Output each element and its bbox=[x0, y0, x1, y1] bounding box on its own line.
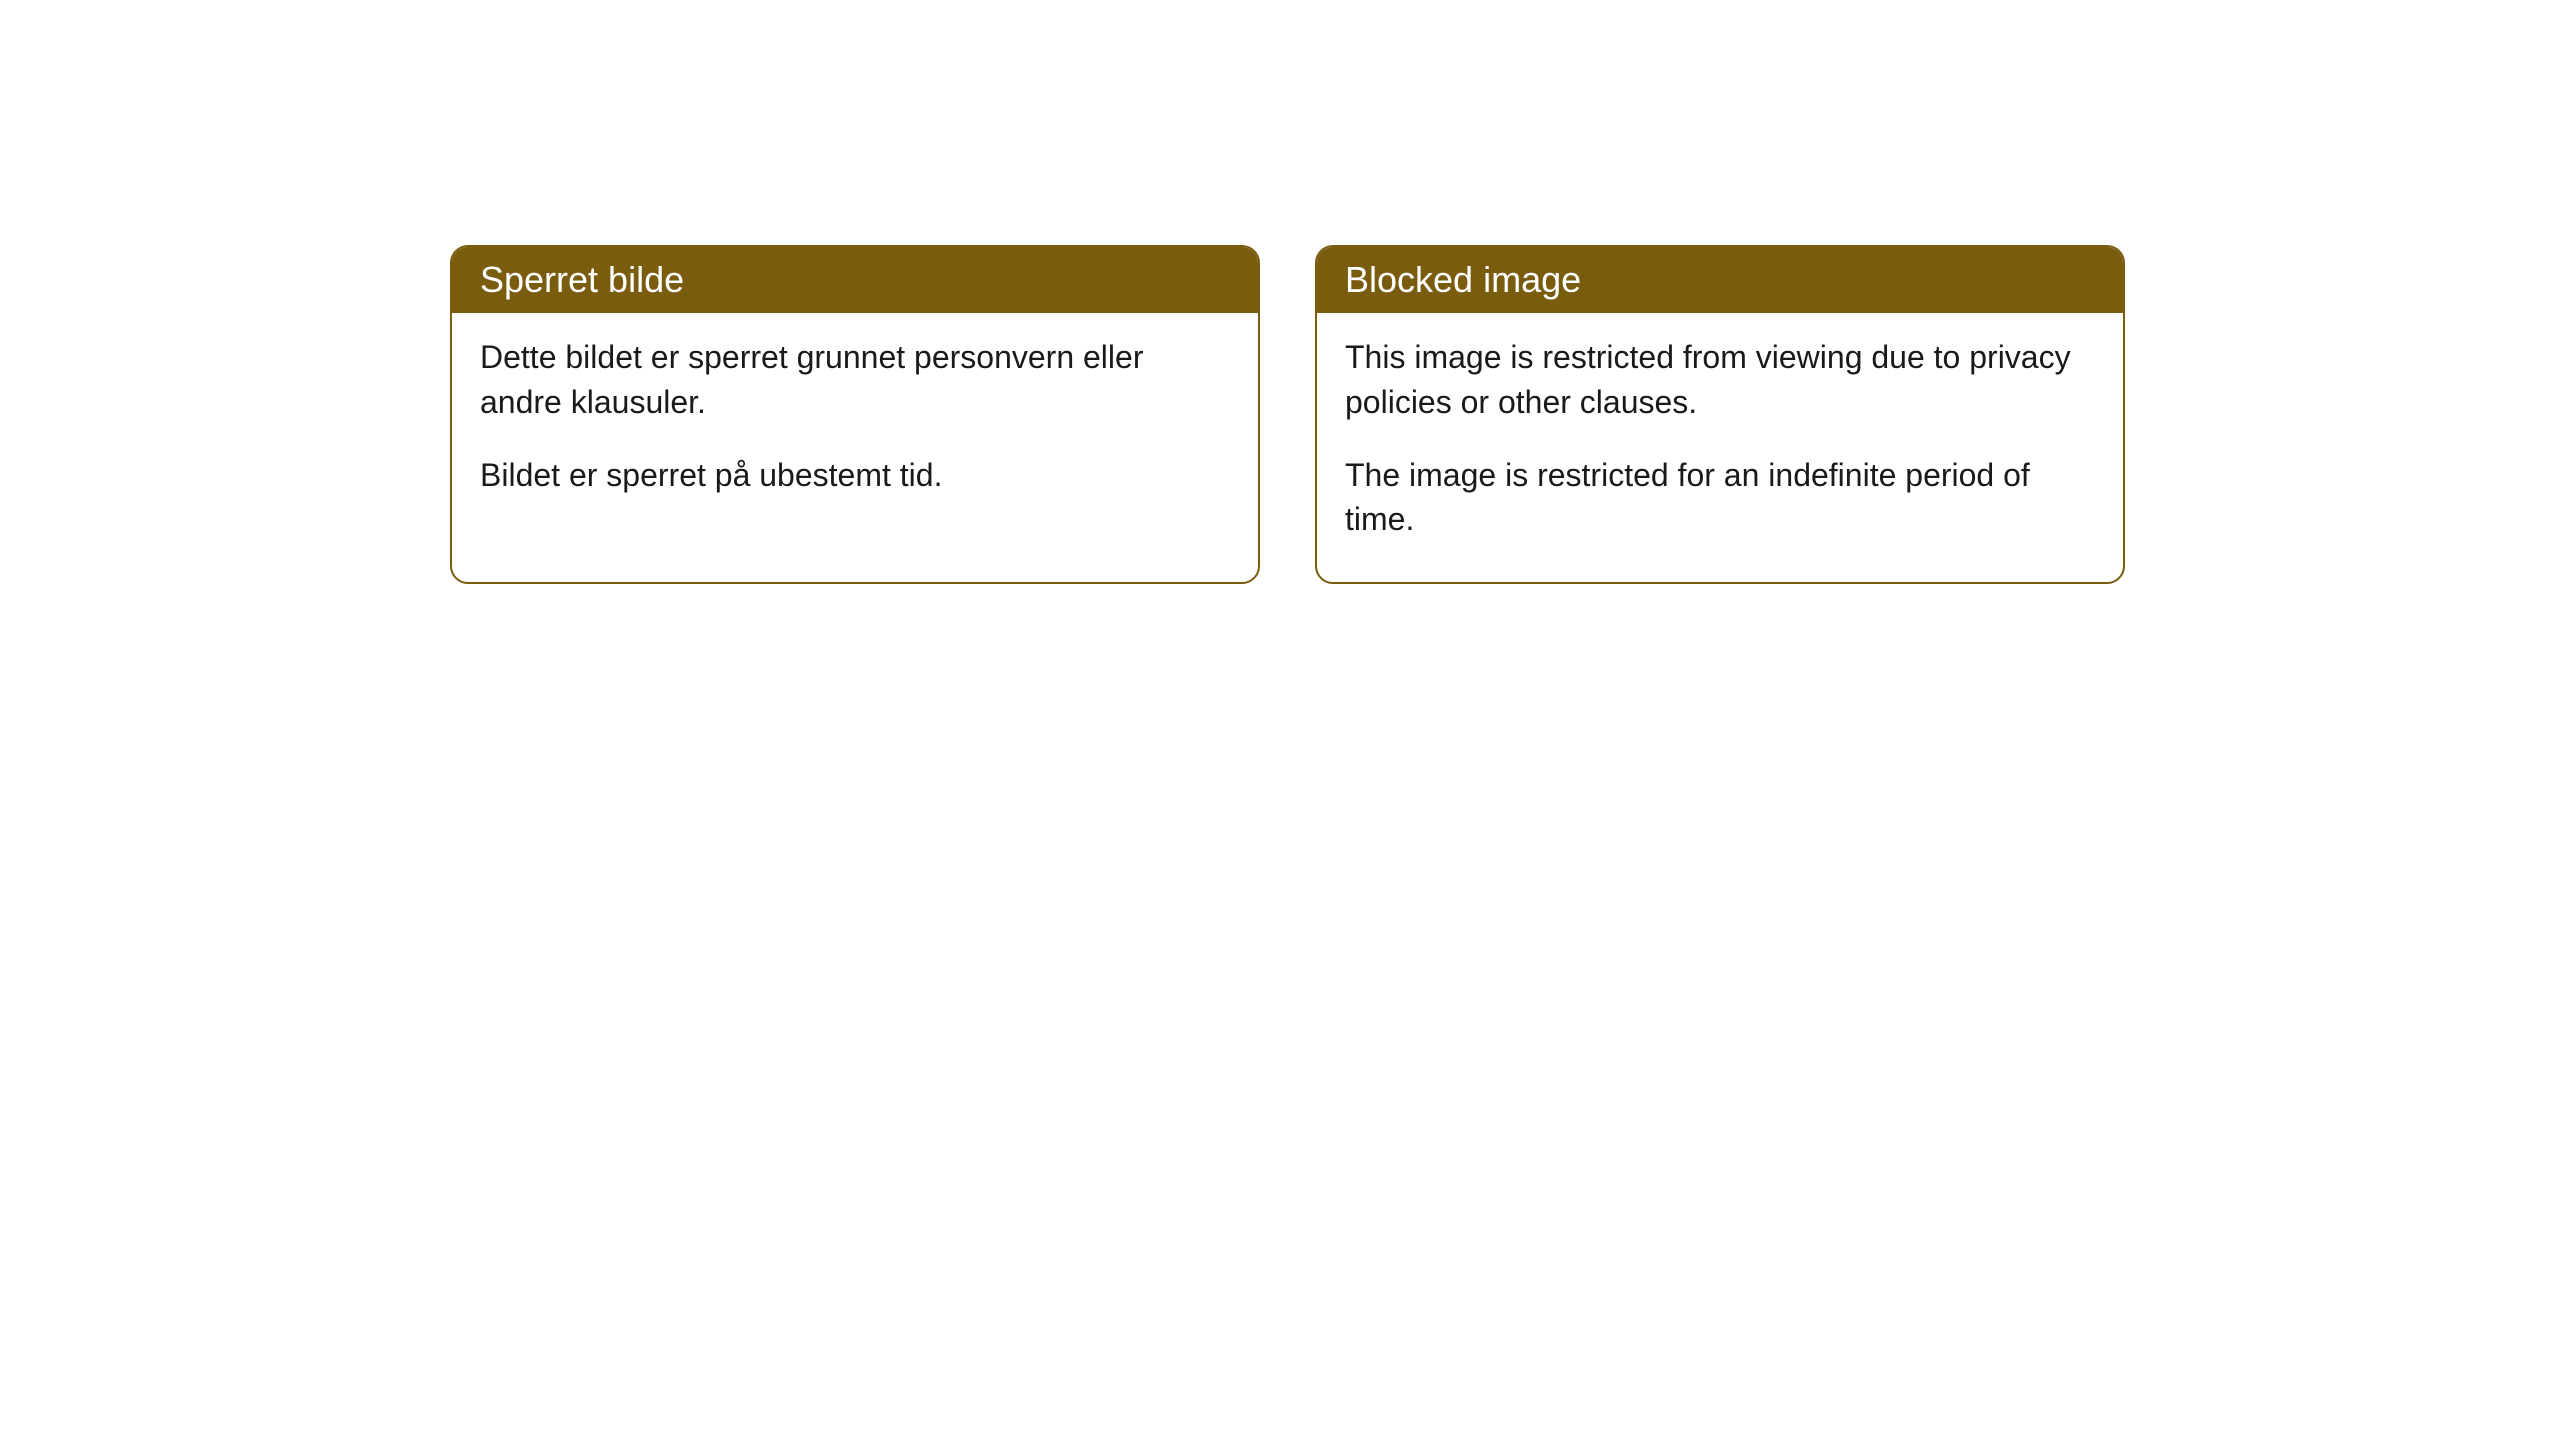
card-body: Dette bildet er sperret grunnet personve… bbox=[452, 313, 1258, 537]
card-header: Blocked image bbox=[1317, 247, 2123, 313]
card-body: This image is restricted from viewing du… bbox=[1317, 313, 2123, 582]
notice-card-norwegian: Sperret bilde Dette bildet er sperret gr… bbox=[450, 245, 1260, 584]
card-header: Sperret bilde bbox=[452, 247, 1258, 313]
notice-cards-container: Sperret bilde Dette bildet er sperret gr… bbox=[450, 245, 2125, 584]
card-paragraph: This image is restricted from viewing du… bbox=[1345, 335, 2095, 425]
card-title: Blocked image bbox=[1345, 259, 1581, 300]
card-paragraph: The image is restricted for an indefinit… bbox=[1345, 453, 2095, 543]
card-paragraph: Bildet er sperret på ubestemt tid. bbox=[480, 453, 1230, 498]
notice-card-english: Blocked image This image is restricted f… bbox=[1315, 245, 2125, 584]
card-paragraph: Dette bildet er sperret grunnet personve… bbox=[480, 335, 1230, 425]
card-title: Sperret bilde bbox=[480, 259, 684, 300]
